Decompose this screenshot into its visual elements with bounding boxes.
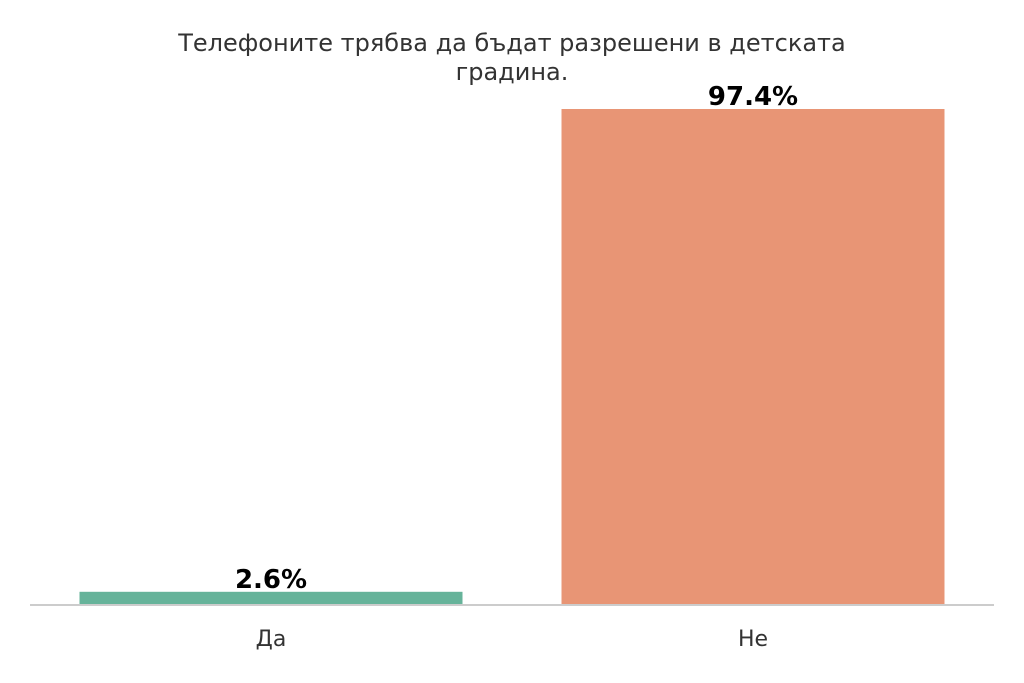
labels-group: 2.6% Да 97.4% Не xyxy=(235,82,798,652)
chart-title-line-2: градина. xyxy=(456,58,569,86)
x-tick-label-1: Да xyxy=(256,627,287,652)
bar-1 xyxy=(79,591,463,605)
bar-2 xyxy=(561,109,945,605)
data-label-2: 97.4% xyxy=(708,82,798,112)
data-label-1: 2.6% xyxy=(235,565,307,595)
chart-title-line-1: Телефоните трябва да бъдат разрешени в д… xyxy=(177,29,845,57)
x-tick-label-2: Не xyxy=(738,627,768,652)
bars-group xyxy=(79,109,945,605)
